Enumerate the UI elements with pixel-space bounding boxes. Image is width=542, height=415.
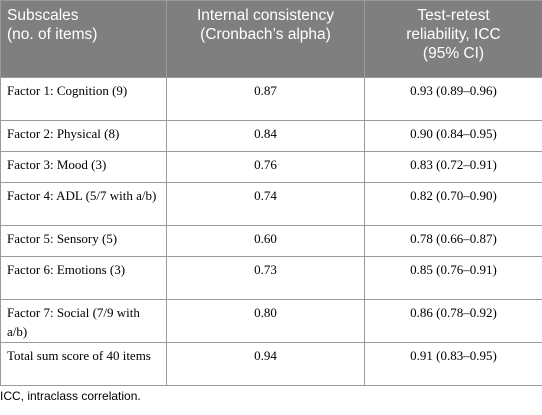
table-body: Factor 1: Cognition (9) 0.87 0.93 (0.89–…	[0, 77, 542, 386]
alpha-cell: 0.76	[166, 151, 365, 183]
icc-cell: 0.93 (0.89–0.96)	[364, 77, 542, 121]
table-row: Factor 1: Cognition (9) 0.87 0.93 (0.89–…	[0, 77, 542, 121]
icc-cell: 0.91 (0.83–0.95)	[364, 342, 542, 386]
icc-cell: 0.83 (0.72–0.91)	[364, 151, 542, 183]
table-header: Subscales (no. of items) Internal consis…	[0, 0, 542, 78]
subscale-cell: Factor 1: Cognition (9)	[0, 77, 167, 121]
icc-cell: 0.82 (0.70–0.90)	[364, 182, 542, 226]
icc-cell: 0.90 (0.84–0.95)	[364, 120, 542, 152]
alpha-cell: 0.74	[166, 182, 365, 226]
reliability-table: Subscales (no. of items) Internal consis…	[0, 0, 542, 386]
subscale-cell: Factor 5: Sensory (5)	[0, 225, 167, 257]
subscale-cell: Factor 4: ADL (5/7 with a/b)	[0, 182, 167, 226]
header-row: Subscales (no. of items) Internal consis…	[0, 0, 542, 78]
table-row: Factor 3: Mood (3) 0.76 0.83 (0.72–0.91)	[0, 151, 542, 183]
alpha-cell: 0.94	[166, 342, 365, 386]
table-row: Factor 5: Sensory (5) 0.60 0.78 (0.66–0.…	[0, 225, 542, 257]
table-footnote: ICC, intraclass correlation.	[0, 389, 141, 403]
alpha-cell: 0.80	[166, 299, 365, 343]
header-internal-consistency-label: Internal consistency (Cronbach’s alpha)	[197, 7, 334, 43]
alpha-cell: 0.87	[166, 77, 365, 121]
table-row: Total sum score of 40 items 0.94 0.91 (0…	[0, 342, 542, 386]
subscale-cell: Factor 2: Physical (8)	[0, 120, 167, 152]
table-row: Factor 6: Emotions (3) 0.73 0.85 (0.76–0…	[0, 256, 542, 300]
table-row: Factor 4: ADL (5/7 with a/b) 0.74 0.82 (…	[0, 182, 542, 226]
header-test-retest: Test-retest reliability, ICC (95% CI)	[364, 0, 542, 78]
header-subscales-label: Subscales (no. of items)	[7, 7, 98, 43]
subscale-cell: Factor 7: Social (7/9 with a/b)	[0, 299, 167, 343]
icc-cell: 0.78 (0.66–0.87)	[364, 225, 542, 257]
alpha-cell: 0.73	[166, 256, 365, 300]
alpha-cell: 0.60	[166, 225, 365, 257]
subscale-cell: Total sum score of 40 items	[0, 342, 167, 386]
table-row: Factor 2: Physical (8) 0.84 0.90 (0.84–0…	[0, 120, 542, 152]
header-internal-consistency: Internal consistency (Cronbach’s alpha)	[166, 0, 365, 78]
table-row: Factor 7: Social (7/9 with a/b) 0.80 0.8…	[0, 299, 542, 343]
alpha-cell: 0.84	[166, 120, 365, 152]
subscale-cell: Factor 3: Mood (3)	[0, 151, 167, 183]
icc-cell: 0.86 (0.78–0.92)	[364, 299, 542, 343]
icc-cell: 0.85 (0.76–0.91)	[364, 256, 542, 300]
subscale-cell: Factor 6: Emotions (3)	[0, 256, 167, 300]
header-subscales: Subscales (no. of items)	[0, 0, 167, 78]
header-test-retest-label: Test-retest reliability, ICC (95% CI)	[406, 7, 501, 62]
